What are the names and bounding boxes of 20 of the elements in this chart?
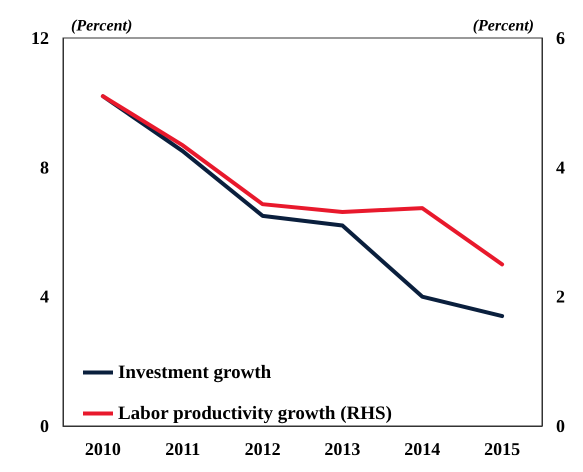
x-tick-label: 2012 bbox=[244, 439, 281, 459]
y2-tick-label: 2 bbox=[556, 286, 565, 307]
y2-tick-label: 0 bbox=[556, 416, 565, 436]
y-tick-label: 0 bbox=[40, 416, 49, 436]
x-tick-label: 2015 bbox=[484, 439, 520, 459]
y-tick-label: 12 bbox=[31, 28, 49, 48]
line-series bbox=[100, 94, 504, 318]
y-tick-label: 4 bbox=[40, 286, 49, 307]
legend-label: Labor productivity growth (RHS) bbox=[118, 403, 392, 424]
y2-axis-title: (Percent) bbox=[472, 18, 534, 34]
x-tick-label: 2013 bbox=[324, 439, 360, 459]
line-series bbox=[100, 94, 504, 266]
y-tick-label: 8 bbox=[40, 157, 49, 178]
y-axis-title: (Percent) bbox=[71, 18, 132, 34]
y2-tick-label: 6 bbox=[556, 28, 565, 48]
legend-label: Investment growth bbox=[118, 362, 272, 383]
x-tick-label: 2014 bbox=[404, 439, 440, 459]
x-tick-label: 2011 bbox=[165, 439, 200, 459]
y2-tick-label: 4 bbox=[556, 157, 565, 178]
x-tick-label: 2010 bbox=[84, 439, 121, 459]
